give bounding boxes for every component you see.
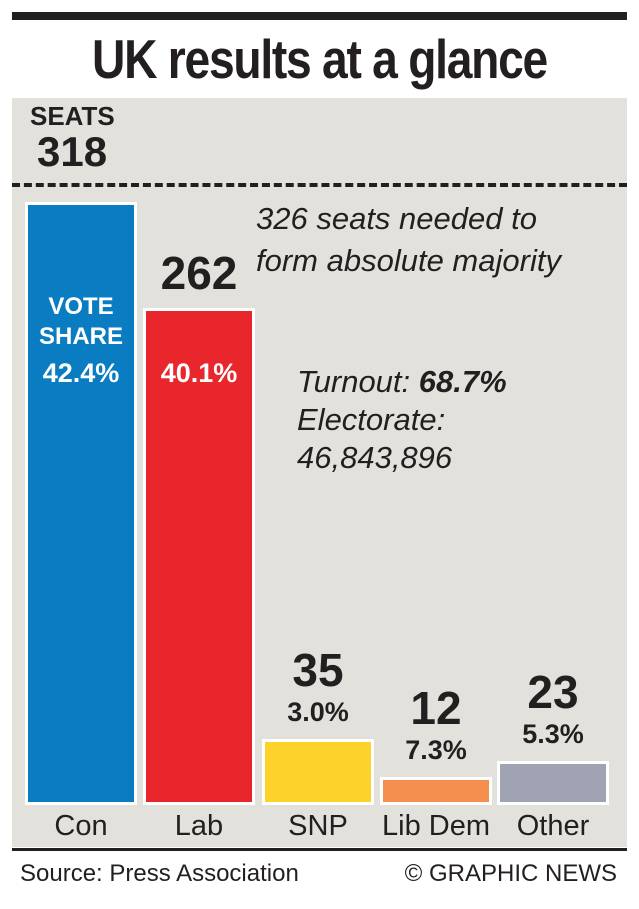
bar-lab bbox=[143, 308, 255, 805]
vote-share-value: 40.1% bbox=[160, 358, 238, 388]
bar-con bbox=[25, 202, 137, 805]
category-label: SNP bbox=[288, 810, 348, 842]
vote-share-line1: VOTE bbox=[48, 293, 114, 320]
seat-label: 35 bbox=[292, 643, 344, 696]
vote-share-value: 3.0% bbox=[287, 696, 349, 727]
category-label: Con bbox=[54, 810, 108, 842]
majority-line bbox=[12, 183, 627, 187]
category-label: Other bbox=[516, 810, 590, 842]
source-note: Source: Press Association bbox=[20, 860, 299, 887]
majority-annotation: 326 seats needed to form absolute majori… bbox=[256, 198, 561, 282]
vote-share-value: 42.4% bbox=[42, 358, 120, 388]
seat-label: 23 bbox=[527, 666, 579, 719]
top-rule bbox=[12, 12, 627, 20]
con-seat-label: 318 bbox=[37, 128, 108, 175]
seat-label: 262 bbox=[160, 247, 238, 300]
bar-other bbox=[497, 761, 609, 805]
vote-share-value: 7.3% bbox=[405, 735, 467, 765]
turnout-annotation: Turnout: 68.7% Electorate: 46,843,896 bbox=[297, 363, 507, 477]
turnout-label: Turnout: bbox=[297, 364, 411, 399]
credit-note: © GRAPHIC NEWS bbox=[404, 860, 617, 887]
vote-share-value: 5.3% bbox=[522, 719, 584, 750]
chart-title: UK results at a glance bbox=[92, 28, 548, 90]
bottom-rule bbox=[12, 848, 627, 851]
bar-lib-dem bbox=[380, 777, 492, 805]
electorate-label: Electorate: bbox=[297, 402, 446, 437]
majority-text-line1: 326 seats needed to bbox=[256, 201, 537, 236]
bar-snp bbox=[262, 738, 374, 805]
electorate-value: 46,843,896 bbox=[297, 440, 453, 475]
y-axis-label: SEATS bbox=[30, 101, 115, 131]
vote-share-line2: SHARE bbox=[38, 323, 123, 350]
majority-text-line2: form absolute majority bbox=[256, 243, 561, 278]
category-label: Lib Dem bbox=[382, 810, 490, 842]
vote-share-label: VOTE SHARE bbox=[25, 292, 137, 352]
turnout-value: 68.7% bbox=[418, 364, 507, 399]
seat-label: 12 bbox=[410, 682, 462, 734]
category-label: Lab bbox=[174, 810, 224, 842]
